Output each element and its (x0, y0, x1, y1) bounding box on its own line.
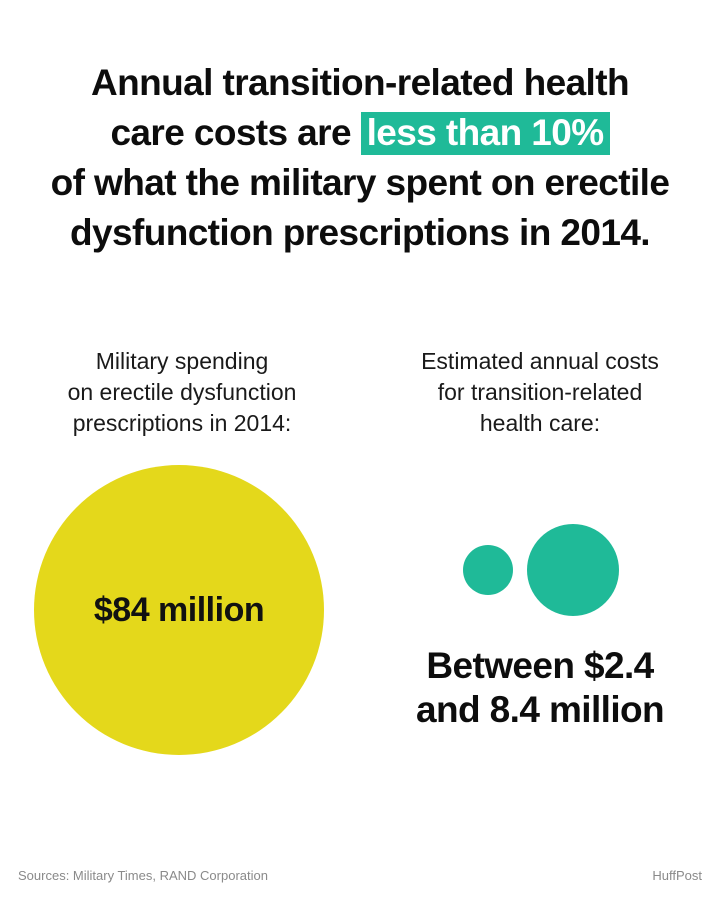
right-column-label: Estimated annual costs for transition-re… (380, 346, 700, 439)
left-label-line-3: prescriptions in 2014: (72, 410, 292, 436)
right-label-line-2: for transition-related (437, 379, 643, 405)
left-label-line-2: on erectile dysfunction (67, 379, 297, 405)
headline-line-2-text: care costs are (110, 112, 361, 153)
transition-cost-value-line-2: and 8.4 million (416, 689, 665, 730)
headline-line-3: of what the military spent on erectile (50, 162, 670, 203)
left-label-line-1: Military spending (95, 348, 269, 374)
headline: Annual transition-related health care co… (20, 58, 700, 258)
brand-logo: HuffPost (652, 868, 702, 883)
headline-line-4: dysfunction prescriptions in 2014. (70, 212, 651, 253)
transition-cost-high-bubble (527, 524, 619, 616)
right-label-line-3: health care: (479, 410, 601, 436)
headline-line-1: Annual transition-related health (91, 62, 630, 103)
ed-spending-value: $84 million (93, 590, 265, 629)
headline-line-2: care costs are less than 10% (20, 108, 700, 158)
headline-highlight: less than 10% (360, 112, 610, 155)
transition-cost-value-line-1: Between $2.4 (426, 645, 654, 686)
transition-cost-low-bubble (463, 545, 513, 595)
sources-note: Sources: Military Times, RAND Corporatio… (18, 868, 268, 883)
ed-spending-bubble: $84 million (34, 465, 324, 755)
transition-cost-value: Between $2.4 and 8.4 million (380, 644, 700, 732)
right-label-line-1: Estimated annual costs (421, 348, 659, 374)
left-column-label: Military spending on erectile dysfunctio… (22, 346, 342, 439)
